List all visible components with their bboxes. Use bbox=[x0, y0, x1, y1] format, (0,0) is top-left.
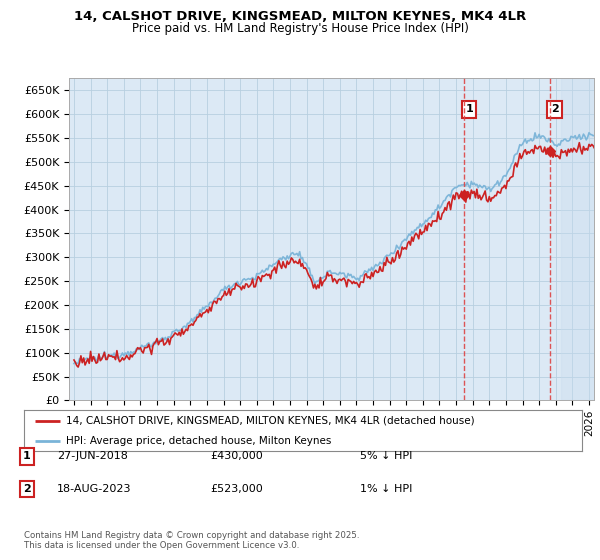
Text: 18-AUG-2023: 18-AUG-2023 bbox=[57, 484, 131, 494]
Text: 1: 1 bbox=[23, 451, 31, 461]
Text: Price paid vs. HM Land Registry's House Price Index (HPI): Price paid vs. HM Land Registry's House … bbox=[131, 22, 469, 35]
Text: 1% ↓ HPI: 1% ↓ HPI bbox=[360, 484, 412, 494]
Bar bbox=[561, 78, 600, 400]
Text: HPI: Average price, detached house, Milton Keynes: HPI: Average price, detached house, Milt… bbox=[66, 436, 331, 446]
Text: 27-JUN-2018: 27-JUN-2018 bbox=[57, 451, 128, 461]
Text: 2: 2 bbox=[551, 104, 559, 114]
Text: 14, CALSHOT DRIVE, KINGSMEAD, MILTON KEYNES, MK4 4LR: 14, CALSHOT DRIVE, KINGSMEAD, MILTON KEY… bbox=[74, 10, 526, 23]
Text: 5% ↓ HPI: 5% ↓ HPI bbox=[360, 451, 412, 461]
Text: Contains HM Land Registry data © Crown copyright and database right 2025.
This d: Contains HM Land Registry data © Crown c… bbox=[24, 531, 359, 550]
Text: 14, CALSHOT DRIVE, KINGSMEAD, MILTON KEYNES, MK4 4LR (detached house): 14, CALSHOT DRIVE, KINGSMEAD, MILTON KEY… bbox=[66, 416, 475, 426]
Text: 1: 1 bbox=[466, 104, 473, 114]
Text: 2: 2 bbox=[23, 484, 31, 494]
Text: £430,000: £430,000 bbox=[210, 451, 263, 461]
Text: £523,000: £523,000 bbox=[210, 484, 263, 494]
